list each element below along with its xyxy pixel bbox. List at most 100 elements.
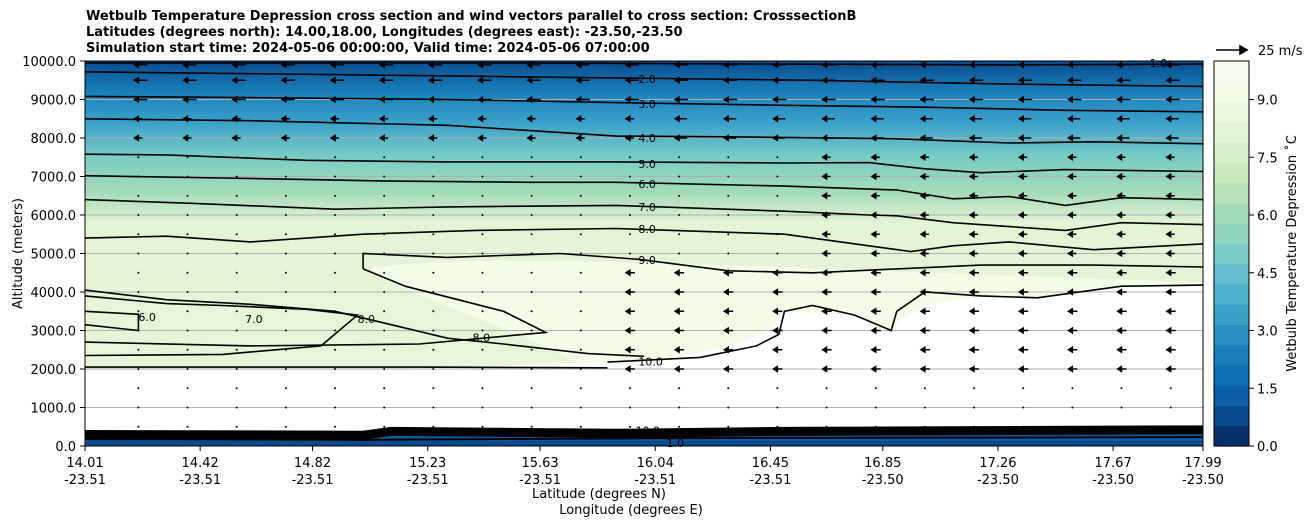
wind-vector (825, 387, 828, 390)
wind-vector (530, 214, 533, 216)
wind-vector (821, 211, 831, 219)
wind-vector (1017, 268, 1029, 277)
x-tick-label-lat: 15.23 (409, 456, 446, 471)
wind-vector (579, 252, 582, 255)
wind-vector (776, 175, 779, 178)
wind-vector (186, 156, 189, 159)
wind-vector (968, 134, 983, 142)
wind-vector (919, 249, 929, 258)
wind-vector (137, 291, 140, 293)
wind-vector (137, 233, 140, 236)
wind-vector (481, 233, 484, 236)
x-tick-label-lat: 17.26 (979, 456, 1016, 471)
wind-vector (1067, 211, 1077, 219)
x-tick-label-lat: 17.99 (1184, 456, 1221, 471)
wind-vector (919, 191, 929, 200)
wind-vector (821, 191, 831, 200)
wind-vector (334, 368, 337, 370)
wind-vector (1067, 345, 1078, 354)
wind-vector (973, 387, 976, 390)
colorbar-segment (1214, 142, 1249, 163)
colorbar-segment (1214, 344, 1249, 366)
wind-vector (870, 95, 885, 104)
wind-vector (772, 268, 783, 277)
wind-vector (383, 329, 386, 332)
wind-vector (579, 194, 582, 197)
wind-vector (919, 345, 930, 354)
wind-vector (678, 387, 681, 390)
chart-title: Wetbulb Temperature Depression cross sec… (86, 9, 856, 57)
wind-vector (428, 76, 443, 85)
wind-vector (526, 61, 541, 69)
wind-vector (1067, 134, 1081, 142)
contour-label: 3.0 (638, 98, 656, 111)
wind-vector (821, 61, 836, 69)
wind-vector (821, 114, 835, 123)
wind-vector (1165, 153, 1175, 162)
wind-vector (231, 114, 241, 123)
wind-vector (870, 249, 880, 258)
wind-vector (870, 230, 880, 239)
colorbar-segment (1214, 425, 1249, 447)
wind-vector (575, 76, 590, 85)
colorbar-segment (1214, 283, 1249, 305)
wind-vector (186, 425, 189, 428)
wind-vector (1017, 211, 1028, 219)
wind-vector (1116, 76, 1131, 85)
wind-vector (579, 329, 582, 332)
wind-vector (137, 271, 140, 274)
contour-line (84, 310, 140, 332)
wind-vector (526, 114, 536, 123)
contour-line (84, 268, 549, 347)
wind-vector (1165, 76, 1180, 85)
wind-vector (772, 95, 787, 104)
wind-vector (137, 194, 140, 197)
wind-vector (334, 175, 337, 178)
wind-vector (186, 368, 189, 370)
wind-vector (870, 211, 880, 219)
wind-vector (481, 329, 484, 332)
wind-vector (530, 194, 533, 197)
wind-vector (383, 194, 386, 197)
wind-vector (280, 95, 295, 104)
wind-vector (821, 172, 831, 181)
contour-label: 1.0 (666, 437, 684, 450)
wind-vector (530, 310, 533, 313)
wind-vector (870, 191, 880, 200)
wind-vector (968, 114, 983, 123)
wind-vector (1165, 268, 1176, 277)
wind-vector (481, 271, 484, 274)
wind-vector (870, 172, 880, 181)
wind-vector (870, 76, 885, 85)
colorbar-segment (1214, 162, 1249, 184)
wind-vector (825, 406, 828, 409)
wind-vector (383, 348, 386, 351)
saturated-region (391, 285, 1204, 435)
colorbar-segment (1214, 61, 1249, 82)
wind-vector (137, 368, 140, 370)
wind-vector (1165, 61, 1180, 69)
wind-vector (477, 61, 492, 69)
wind-vector (235, 406, 238, 409)
wind-reference-label: 25 m/s (1258, 44, 1303, 59)
wind-vector (968, 345, 980, 354)
colorbar-segment (1214, 243, 1249, 265)
x-tick-label-lat: 16.04 (637, 456, 674, 471)
wind-vector (481, 368, 484, 370)
y-tick-label: 5000.0 (31, 248, 77, 263)
wind-vector (1116, 191, 1126, 200)
wind-vector (477, 76, 492, 85)
colorbar: 0.0 1.5 3.0 4.5 6.0 7.5 9.0 Wetbulb Temperature… (1213, 60, 1300, 455)
colorbar-segment (1214, 324, 1249, 346)
wind-vector (1022, 425, 1025, 428)
wind-vector (821, 345, 832, 354)
wind-vector (1067, 288, 1078, 296)
wind-vector (628, 156, 631, 159)
wind-vector (428, 134, 438, 142)
wind-vector (432, 233, 435, 236)
wind-vector (628, 233, 631, 236)
wind-vector (1165, 326, 1176, 335)
wind-vector (575, 95, 590, 104)
wind-vector (919, 268, 930, 277)
wind-vector (579, 406, 582, 409)
